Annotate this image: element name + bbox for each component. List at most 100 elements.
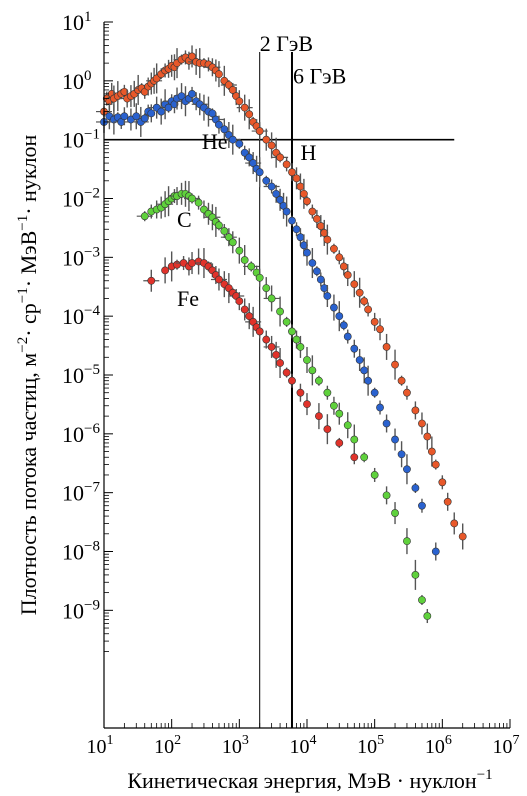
data-point bbox=[267, 141, 276, 150]
data-point bbox=[403, 537, 411, 546]
data-point bbox=[411, 484, 420, 492]
data-point bbox=[262, 176, 271, 185]
series-layer bbox=[96, 45, 467, 624]
data-point bbox=[330, 244, 338, 253]
data-point bbox=[292, 174, 301, 183]
data-point bbox=[228, 238, 237, 247]
data-point bbox=[418, 596, 426, 604]
data-point bbox=[132, 112, 141, 121]
data-point bbox=[431, 460, 440, 469]
data-point bbox=[335, 253, 344, 262]
data-point bbox=[120, 87, 129, 96]
y-tick-label: 10−3 bbox=[62, 244, 100, 270]
data-point bbox=[308, 259, 317, 267]
data-point bbox=[303, 248, 311, 257]
data-point bbox=[343, 421, 352, 430]
data-point bbox=[391, 509, 399, 517]
data-point bbox=[335, 409, 344, 418]
data-point bbox=[418, 501, 426, 510]
data-point bbox=[288, 168, 296, 177]
data-point bbox=[403, 465, 411, 474]
y-tick-label: 10−6 bbox=[62, 421, 100, 447]
data-point bbox=[140, 114, 149, 123]
data-point bbox=[282, 160, 291, 169]
data-point bbox=[215, 221, 223, 230]
x-ticks: 101 102 103 104 105 106 107 bbox=[87, 719, 520, 758]
data-point bbox=[335, 312, 344, 321]
data-point bbox=[330, 401, 338, 410]
data-point bbox=[382, 419, 391, 428]
data-point bbox=[312, 215, 321, 223]
data-point bbox=[339, 262, 348, 271]
data-point bbox=[161, 266, 170, 275]
data-point bbox=[235, 246, 244, 255]
data-point bbox=[240, 103, 249, 112]
data-point bbox=[382, 491, 391, 500]
data-point bbox=[276, 307, 284, 316]
y-tick-label: 10−4 bbox=[62, 303, 100, 329]
data-point bbox=[308, 366, 317, 375]
series-fe bbox=[143, 248, 359, 465]
data-point bbox=[350, 453, 359, 462]
data-point bbox=[296, 388, 305, 397]
series-c bbox=[136, 180, 432, 624]
y-tick-label: 10−1 bbox=[62, 127, 100, 153]
data-point bbox=[418, 419, 426, 428]
data-point bbox=[157, 107, 166, 116]
x-tick-label: 103 bbox=[222, 733, 249, 758]
data-point bbox=[288, 327, 296, 336]
y-tick-label: 10−7 bbox=[62, 480, 100, 506]
y-ticks: 101 100 10−1 10−2 10−3 10−4 10−5 10−6 10−7 10−8 10… bbox=[62, 9, 113, 652]
data-point bbox=[343, 332, 352, 341]
data-point bbox=[288, 376, 296, 385]
data-point bbox=[438, 478, 447, 487]
data-point bbox=[315, 376, 323, 385]
data-point bbox=[245, 110, 254, 119]
data-point bbox=[240, 305, 249, 314]
data-point bbox=[350, 344, 359, 353]
data-point bbox=[370, 471, 379, 479]
data-point bbox=[296, 182, 305, 191]
data-point bbox=[316, 222, 325, 230]
data-point bbox=[188, 259, 196, 267]
y-tick-label: 10−8 bbox=[62, 539, 100, 565]
data-point bbox=[292, 225, 301, 234]
data-point bbox=[303, 197, 311, 206]
data-point bbox=[272, 350, 281, 359]
data-point bbox=[397, 376, 406, 385]
data-point bbox=[215, 275, 223, 284]
data-point bbox=[276, 153, 284, 162]
data-point bbox=[262, 135, 271, 144]
y-tick-label: 10−9 bbox=[62, 597, 100, 623]
data-point bbox=[360, 297, 369, 306]
annotation-label: H bbox=[300, 140, 316, 165]
y-axis-label: Плотность потока частиц, м−2· ср−1· МэВ−… bbox=[15, 134, 41, 615]
data-point bbox=[262, 284, 271, 292]
series-h bbox=[96, 45, 467, 550]
data-point bbox=[360, 366, 369, 375]
axes: 101 102 103 104 105 106 107 101 100 10−1 10−2 10−3… bbox=[62, 9, 520, 758]
data-point bbox=[350, 280, 359, 289]
x-axis-label: Кинетическая энергия, МэВ · нуклон−1 bbox=[127, 767, 492, 793]
data-point bbox=[220, 125, 229, 134]
x-tick-label: 106 bbox=[425, 733, 452, 758]
data-point bbox=[255, 327, 264, 336]
data-point bbox=[255, 273, 264, 282]
data-point bbox=[288, 216, 296, 225]
annotation-label: 6 ГэВ bbox=[293, 64, 346, 89]
data-point bbox=[255, 127, 264, 135]
data-point bbox=[423, 612, 432, 620]
data-point bbox=[355, 288, 364, 297]
data-point bbox=[228, 135, 237, 144]
data-point bbox=[458, 532, 467, 541]
data-point bbox=[296, 233, 305, 242]
data-point bbox=[147, 276, 156, 285]
data-point bbox=[188, 89, 196, 98]
annotation-label: C bbox=[177, 207, 192, 232]
data-point bbox=[364, 376, 373, 385]
data-point bbox=[215, 120, 223, 129]
data-point bbox=[397, 450, 406, 459]
data-point bbox=[411, 571, 420, 579]
data-point bbox=[267, 343, 276, 351]
